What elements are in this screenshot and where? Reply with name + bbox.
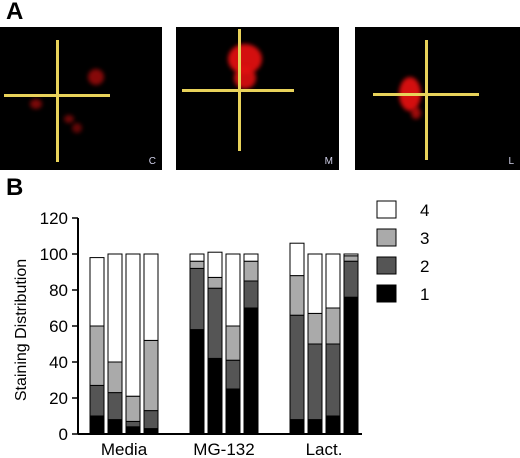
legend-swatch-1 xyxy=(376,284,397,303)
stacked-bar-chart: 0 20 40 60 80 100 120 Media MG-132 Lact. 4 3 2 1 St… xyxy=(13,200,429,458)
x-category-label: Lact. xyxy=(306,440,343,458)
bar-segment-1 xyxy=(207,357,223,435)
bar-segment-1 xyxy=(307,419,323,435)
bar-segment-4 xyxy=(307,253,323,314)
bar-segment-2 xyxy=(289,314,305,421)
micrograph-control: C xyxy=(0,27,162,170)
bar-segment-4 xyxy=(207,251,223,278)
bar-segment-1 xyxy=(89,415,105,435)
crosshair-vertical xyxy=(238,29,241,151)
bar-segment-1 xyxy=(325,415,341,435)
bar-segment-1 xyxy=(143,428,159,435)
chart-legend: 4 3 2 1 xyxy=(376,200,429,304)
x-category-label: MG-132 xyxy=(193,440,254,458)
crosshair-vertical xyxy=(425,40,428,160)
bar-segment-3 xyxy=(189,260,205,269)
legend-label-1: 1 xyxy=(420,285,429,304)
legend-swatch-4 xyxy=(376,200,397,219)
bar-segment-4 xyxy=(189,253,205,262)
y-tick-label: 40 xyxy=(49,353,68,372)
y-tick-label: 60 xyxy=(49,317,68,336)
micrograph-corner-label: M xyxy=(324,156,333,167)
bar-segment-3 xyxy=(225,325,241,361)
y-tick-label: 20 xyxy=(49,389,68,408)
micrograph-mg132: M xyxy=(176,27,339,170)
bar-segment-3 xyxy=(143,339,159,412)
bar-segment-2 xyxy=(325,343,341,417)
bar-segment-2 xyxy=(189,267,205,331)
bar-segment-2 xyxy=(307,343,323,421)
bar-segment-2 xyxy=(125,420,141,428)
bar-segment-3 xyxy=(107,361,123,394)
panel-b-label: B xyxy=(6,174,24,201)
y-tick-label: 120 xyxy=(40,209,68,228)
bar-segment-3 xyxy=(307,312,323,345)
bar-segment-4 xyxy=(225,253,241,327)
bar-segment-4 xyxy=(289,242,305,277)
bar-segment-1 xyxy=(189,329,205,435)
bar-segment-4 xyxy=(343,253,359,257)
crosshair-vertical xyxy=(56,40,59,162)
bar-segment-4 xyxy=(143,253,159,341)
bar-segment-1 xyxy=(243,307,259,435)
bar-segment-3 xyxy=(289,275,305,316)
bar-segment-4 xyxy=(243,253,259,262)
bar-segment-3 xyxy=(207,276,223,289)
bar-segment-1 xyxy=(225,388,241,435)
micrograph-corner-label: C xyxy=(148,156,156,167)
bar-segment-3 xyxy=(343,255,359,262)
bar-segment-4 xyxy=(325,253,341,309)
bar-segment-2 xyxy=(89,384,105,417)
bar-segment-2 xyxy=(143,410,159,430)
bar-segment-4 xyxy=(107,253,123,363)
bar-segment-2 xyxy=(107,392,123,421)
y-axis-label: Staining Distribution xyxy=(13,259,30,401)
y-tick-label: 0 xyxy=(59,425,68,444)
x-category-label: Media xyxy=(101,440,148,458)
bar-segment-3 xyxy=(325,307,341,345)
bar-segment-3 xyxy=(243,260,259,282)
chart-bars: Media MG-132 Lact. xyxy=(89,242,359,458)
bar-segment-3 xyxy=(125,395,141,422)
y-tick-label: 80 xyxy=(49,281,68,300)
bar-segment-1 xyxy=(289,419,305,435)
bar-segment-4 xyxy=(125,253,141,397)
legend-label-2: 2 xyxy=(420,257,429,276)
bar-segment-3 xyxy=(89,325,105,386)
y-tick-label: 100 xyxy=(40,245,68,264)
legend-label-3: 3 xyxy=(420,229,429,248)
bar-segment-1 xyxy=(343,296,359,435)
bar-segment-4 xyxy=(89,257,105,327)
legend-label-4: 4 xyxy=(420,201,429,220)
bar-segment-1 xyxy=(107,419,123,435)
panel-a-label: A xyxy=(6,0,24,25)
bar-segment-2 xyxy=(225,359,241,390)
micrograph-corner-label: L xyxy=(508,156,514,167)
bar-segment-2 xyxy=(243,280,259,309)
legend-swatch-2 xyxy=(376,256,397,275)
bar-segment-1 xyxy=(125,426,141,435)
bar-segment-2 xyxy=(207,287,223,359)
bar-segment-2 xyxy=(343,260,359,298)
legend-swatch-3 xyxy=(376,228,397,247)
micrograph-lactacystin: L xyxy=(355,27,520,170)
